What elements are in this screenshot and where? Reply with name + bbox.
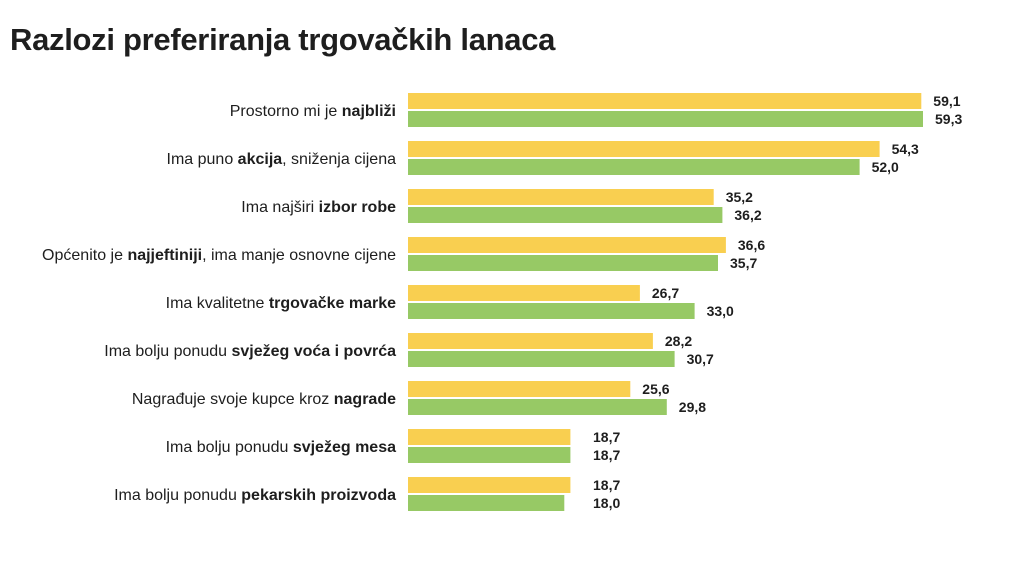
category-label: Ima kvalitetne trgovačke marke (166, 295, 396, 312)
chart-title: Razlozi preferiranja trgovačkih lanaca (10, 22, 556, 57)
bar (408, 159, 860, 175)
value-label: 18,7 (593, 429, 620, 445)
category-label: Nagrađuje svoje kupce kroz nagrade (132, 391, 396, 408)
bar (408, 207, 723, 223)
bar (408, 93, 922, 109)
bar (408, 285, 640, 301)
bar (408, 381, 631, 397)
category-label: Prostorno mi je najbliži (230, 103, 396, 120)
bar (408, 189, 714, 205)
category-label: Ima bolju ponudu pekarskih proizvoda (114, 487, 396, 504)
value-label: 18,7 (593, 477, 620, 493)
category-label: Općenito je najjeftiniji, ima manje osno… (42, 247, 396, 264)
value-label: 35,7 (730, 255, 757, 271)
category-label: Ima puno akcija, sniženja cijena (167, 151, 397, 168)
value-label: 59,1 (933, 93, 960, 109)
category-label: Ima najširi izbor robe (241, 199, 396, 216)
value-label: 18,0 (593, 495, 620, 511)
value-label: 36,2 (734, 207, 761, 223)
bar (408, 399, 667, 415)
value-label: 28,2 (665, 333, 692, 349)
bar (408, 333, 653, 349)
value-label: 18,7 (593, 447, 620, 463)
bar (408, 111, 923, 127)
bar (408, 429, 571, 445)
value-label: 25,6 (642, 381, 669, 397)
value-label: 59,3 (935, 111, 962, 127)
category-label: Ima bolju ponudu svježeg mesa (166, 439, 396, 456)
value-label: 54,3 (892, 141, 919, 157)
bar (408, 351, 675, 367)
value-label: 36,6 (738, 237, 765, 253)
value-label: 52,0 (872, 159, 899, 175)
bar (408, 237, 726, 253)
value-label: 29,8 (679, 399, 706, 415)
value-label: 26,7 (652, 285, 679, 301)
bar (408, 141, 880, 157)
category-label: Ima bolju ponudu svježeg voća i povrća (104, 343, 396, 360)
bar (408, 255, 718, 271)
value-label: 35,2 (726, 189, 753, 205)
bar (408, 477, 571, 493)
bar (408, 447, 571, 463)
bar (408, 303, 695, 319)
value-label: 30,7 (687, 351, 714, 367)
bar (408, 495, 565, 511)
value-label: 33,0 (707, 303, 734, 319)
